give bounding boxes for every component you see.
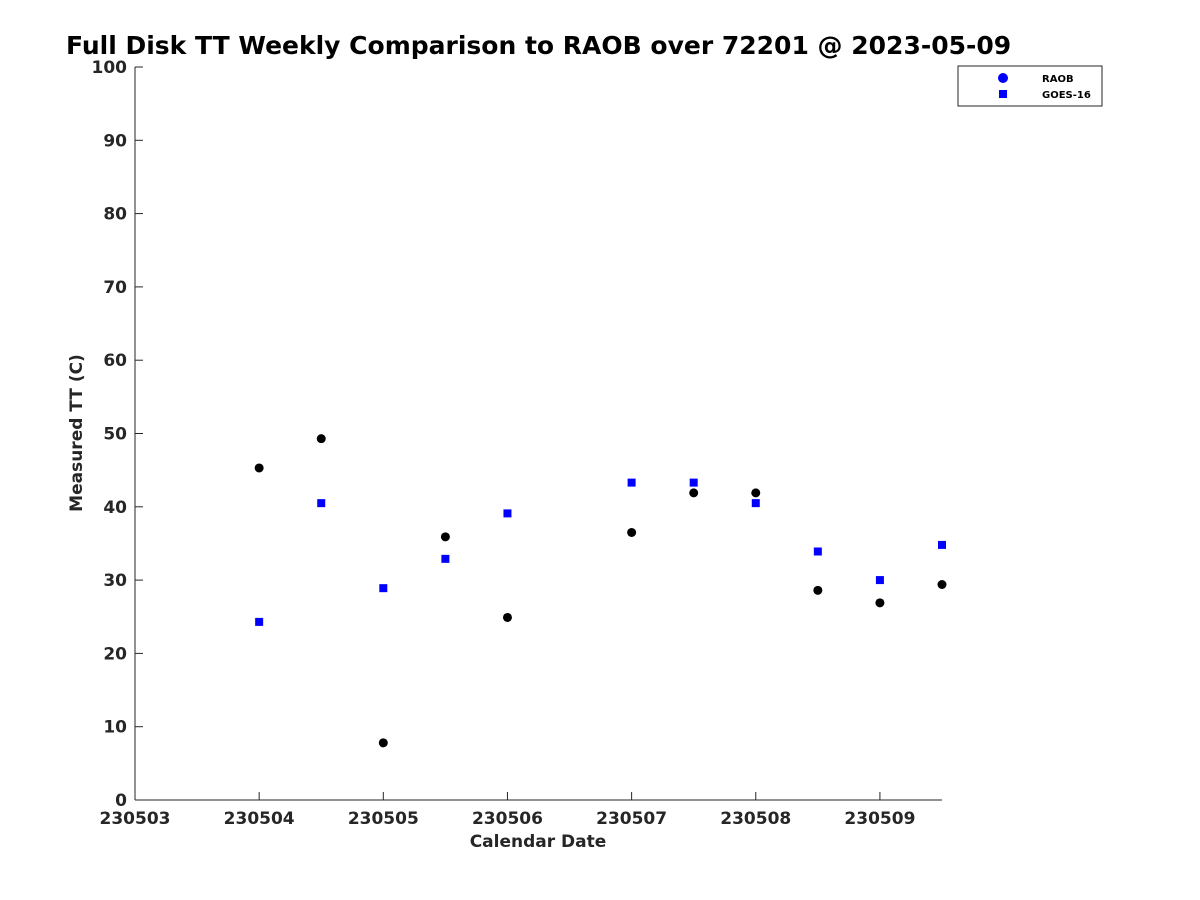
goes16-point [751, 499, 760, 508]
y-tick-label: 30 [103, 571, 127, 591]
raob-point [875, 598, 885, 608]
y-tick-label: 40 [103, 498, 127, 518]
legend: RAOB GOES-16 [957, 65, 1103, 107]
legend-label: RAOB [1042, 74, 1074, 85]
x-axis-label: Calendar Date [470, 832, 607, 852]
goes16-point [441, 554, 450, 563]
goes16-point [503, 509, 512, 518]
raob-point [751, 488, 761, 498]
y-tick-label: 80 [103, 205, 127, 225]
legend-raob-marker [998, 73, 1008, 83]
y-axis-label: Measured TT (C) [67, 354, 87, 512]
x-tick-label: 230504 [224, 809, 295, 829]
goes16-point [255, 617, 264, 626]
x-tick-label: 230506 [472, 809, 543, 829]
x-tick-label: 230507 [596, 809, 667, 829]
x-tick-label: 230508 [720, 809, 791, 829]
data-points [254, 434, 947, 748]
goes16-point [813, 547, 822, 556]
raob-point [502, 612, 512, 622]
legend-label: GOES-16 [1042, 90, 1091, 101]
raob-point [689, 488, 699, 498]
y-tick-label: 90 [103, 131, 127, 151]
goes16-point [379, 584, 388, 593]
y-tick-label: 50 [103, 425, 127, 445]
y-tick-label: 10 [103, 718, 127, 738]
y-tick-label: 100 [92, 58, 128, 78]
raob-point [254, 463, 264, 473]
raob-point [627, 527, 637, 537]
goes16-point [317, 499, 326, 508]
y-tick-label: 60 [103, 351, 127, 371]
y-tick-label: 70 [103, 278, 127, 298]
y-tick-label: 0 [115, 791, 127, 811]
chart-title: Full Disk TT Weekly Comparison to RAOB o… [66, 31, 1011, 60]
raob-point [316, 434, 326, 444]
raob-point [440, 532, 450, 542]
goes16-point [627, 478, 636, 487]
plot-axes: 0 10 20 30 40 50 60 70 80 90 100 230503 230504 230505… [92, 58, 942, 829]
goes16-point [875, 576, 884, 585]
raob-point [937, 579, 947, 589]
goes16-point [689, 478, 698, 487]
raob-point [378, 738, 388, 748]
x-tick-label: 230509 [844, 809, 915, 829]
y-tick-label: 20 [103, 644, 127, 664]
x-tick-label: 230505 [348, 809, 419, 829]
raob-point [813, 585, 823, 595]
legend-box [957, 65, 1103, 107]
goes16-point [938, 540, 946, 549]
legend-goes16-marker [999, 90, 1007, 98]
x-tick-label: 230503 [100, 809, 171, 829]
